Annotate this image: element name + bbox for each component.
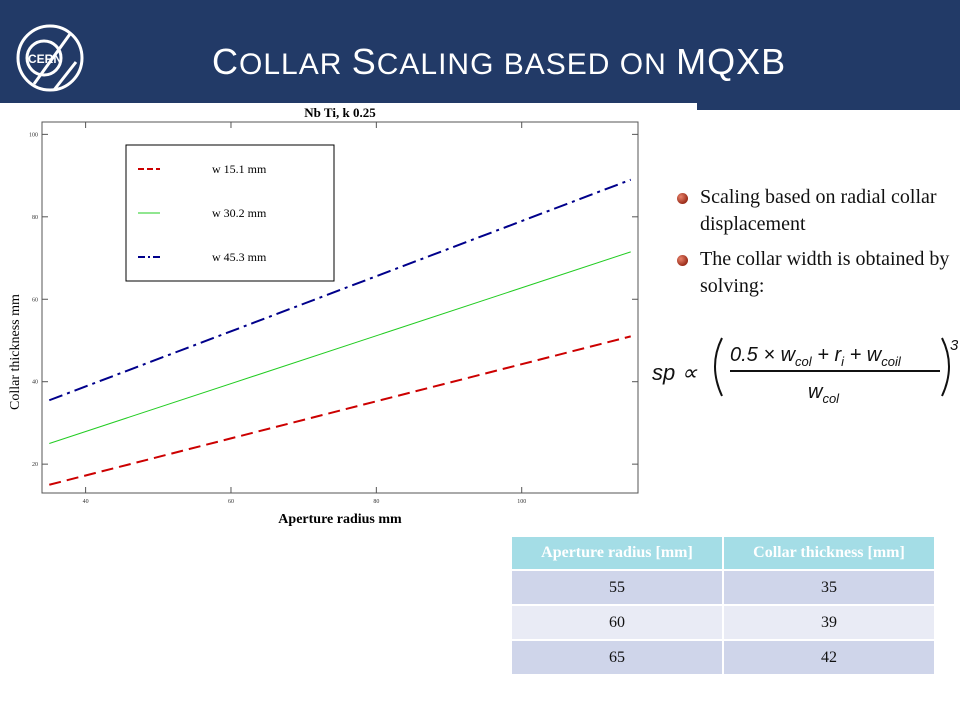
x-tick-label: 100 — [517, 499, 526, 505]
series-line-1 — [49, 335, 631, 486]
legend-box — [125, 144, 335, 282]
left-paren — [714, 337, 723, 397]
table-cell: 65 — [510, 639, 724, 676]
logo-text: CERN — [28, 52, 62, 66]
bullet-dot-icon — [677, 193, 688, 204]
y-tick-label: 80 — [32, 215, 38, 221]
title-letter-1: C — [212, 41, 239, 82]
header-bar — [0, 0, 960, 103]
table-cell: 39 — [721, 604, 937, 641]
series-line-2 — [49, 251, 631, 445]
x-tick-label: 60 — [228, 499, 234, 505]
collar-thickness-chart: Nb Ti, k 0.25 Aperture radius mm Collar … — [8, 105, 639, 527]
bullet-item: Scaling based on radial collar displacem… — [676, 184, 956, 238]
formula-numerator: 0.5 × wcol + ri + wcoil — [730, 344, 902, 369]
table-row: 60 39 — [510, 604, 937, 641]
table-cell: 55 — [510, 569, 724, 606]
data-table: Aperture radius [mm] Collar thickness [m… — [510, 535, 937, 676]
bullet-list: Scaling based on radial collar displacem… — [676, 184, 956, 308]
y-tick-label: 60 — [32, 297, 38, 303]
title-word-2: CALING BASED ON — [376, 48, 677, 81]
formula-lhs: sp ∝ — [652, 360, 698, 385]
table-cell: 60 — [510, 604, 724, 641]
table-row: 55 35 — [510, 569, 937, 606]
table-row: 65 42 — [510, 639, 937, 676]
series-line-3 — [48, 178, 632, 402]
header-tab-strip — [697, 103, 960, 110]
x-tick-label: 80 — [373, 499, 379, 505]
plot-frame — [41, 121, 639, 494]
y-axis-label: Collar thickness mm — [8, 294, 23, 410]
y-tick-label: 40 — [32, 380, 38, 386]
y-tick-label: 100 — [29, 132, 38, 138]
title-letter-2: S — [351, 41, 377, 82]
x-axis-label: Aperture radius mm — [278, 512, 402, 527]
legend-label: w 15.1 mm — [212, 162, 267, 176]
slide-title: COLLAR SCALING BASED ON MQXB — [212, 42, 786, 85]
table-cell: 35 — [721, 569, 937, 606]
table-cell: 42 — [721, 639, 937, 676]
column-header: Aperture radius [mm] — [510, 535, 724, 571]
bullet-text: The collar width is obtained by solving: — [700, 248, 950, 297]
table-header-row: Aperture radius [mm] Collar thickness [m… — [510, 535, 937, 571]
x-tick-label: 40 — [83, 499, 89, 505]
bullet-text: Scaling based on radial collar displacem… — [700, 186, 937, 235]
formula-denominator: wcol — [808, 381, 840, 406]
bullet-item: The collar width is obtained by solving: — [676, 246, 956, 300]
chart-title: Nb Ti, k 0.25 — [304, 105, 376, 120]
legend-label: w 30.2 mm — [212, 206, 267, 220]
right-paren — [941, 337, 950, 397]
title-word-1: OLLAR — [239, 48, 352, 81]
scaling-formula: sp ∝ 0.5 × wcol + ri + wcoil wcol 3 — [652, 337, 958, 406]
formula-exponent: 3 — [950, 337, 958, 354]
y-tick-label: 20 — [32, 462, 38, 468]
title-word-3: MQXB — [676, 41, 787, 82]
legend-label: w 45.3 mm — [212, 250, 267, 264]
column-header: Collar thickness [mm] — [721, 535, 937, 571]
cern-logo: CERN — [16, 24, 84, 92]
bullet-dot-icon — [677, 255, 688, 266]
chart-legend: w 15.1 mm w 30.2 mm w 45.3 mm — [125, 144, 335, 282]
